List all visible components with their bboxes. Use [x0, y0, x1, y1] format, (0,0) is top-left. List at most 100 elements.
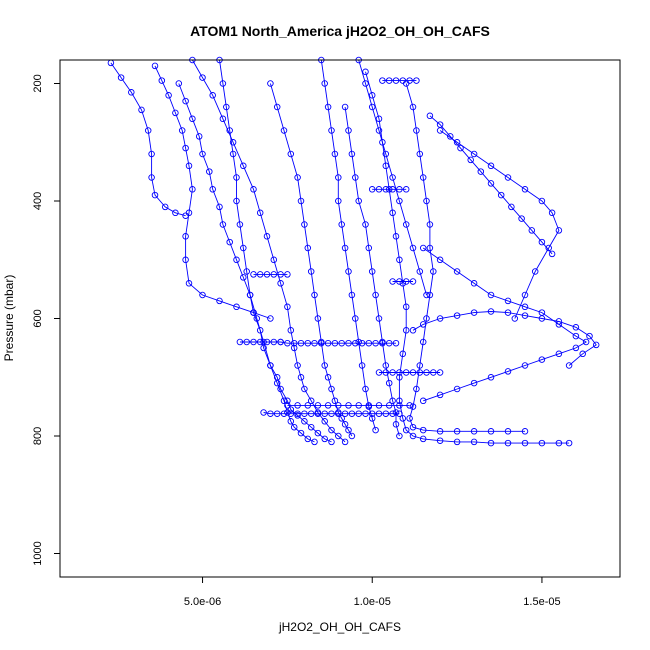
data-point [396, 278, 403, 285]
data-point [324, 339, 332, 347]
data-point [392, 409, 400, 416]
data-point [375, 410, 383, 417]
data-point [250, 271, 257, 278]
data-point [240, 274, 247, 281]
data-point [362, 221, 369, 228]
data-series [284, 402, 413, 409]
data-point [219, 80, 227, 87]
data-point [284, 303, 291, 311]
data-point [419, 397, 427, 405]
data-point [453, 428, 461, 435]
data-point [423, 369, 430, 376]
data-point [413, 127, 420, 134]
x-tick-label: 1.0e-05 [354, 596, 391, 608]
data-point [318, 339, 325, 347]
data-point [294, 410, 301, 417]
data-point [368, 92, 376, 99]
data-point [348, 432, 356, 440]
data-point [297, 197, 305, 205]
data-point [368, 268, 376, 275]
data-point [297, 339, 305, 347]
data-point [362, 80, 369, 87]
data-point [280, 397, 288, 405]
data-point [267, 80, 274, 87]
data-point [209, 92, 216, 99]
data-point [582, 338, 590, 346]
data-point [470, 150, 478, 158]
data-point [521, 291, 529, 299]
data-point [206, 168, 213, 175]
data-point [321, 410, 328, 417]
data-point [287, 418, 295, 425]
data-series [379, 77, 420, 84]
data-point [280, 410, 288, 417]
data-point [548, 250, 556, 258]
data-point [453, 312, 461, 319]
data-point [199, 150, 206, 158]
data-point [216, 203, 223, 211]
data-series [318, 56, 379, 434]
data-point [453, 385, 461, 393]
data-series [189, 56, 349, 446]
data-point [331, 339, 339, 347]
data-point [321, 435, 328, 443]
data-point [294, 362, 301, 369]
x-tick-label: 5.0e-06 [184, 596, 221, 608]
data-point [511, 315, 519, 322]
data-point [409, 369, 417, 376]
data-point [402, 369, 410, 376]
data-series [355, 56, 430, 299]
data-point [178, 127, 186, 134]
data-point [538, 315, 546, 322]
data-point [586, 332, 593, 340]
data-point [423, 197, 430, 205]
series-line [358, 59, 427, 296]
data-point [324, 402, 332, 409]
data-point [555, 439, 563, 447]
data-point [385, 402, 393, 409]
data-point [151, 191, 159, 199]
data-point [175, 80, 183, 87]
data-point [396, 402, 403, 409]
data-point [335, 432, 342, 440]
data-point [389, 410, 396, 417]
chart-title: ATOM1 North_America jH2O2_OH_OH_CAFS [190, 23, 490, 39]
data-point [409, 278, 417, 285]
y-axis: 200 400 600 800 1000 [32, 74, 61, 566]
data-point [426, 244, 434, 252]
data-point [185, 280, 193, 287]
data-point [328, 426, 335, 434]
data-point [338, 221, 345, 228]
data-point [273, 103, 281, 111]
data-point [555, 227, 563, 234]
data-point [372, 291, 379, 299]
data-point [233, 197, 240, 205]
data-point [199, 291, 206, 299]
data-point [128, 89, 135, 96]
data-point [385, 77, 393, 84]
y-tick-label: 200 [32, 74, 44, 92]
series-line [344, 106, 400, 437]
data-point [521, 186, 529, 193]
series-line [422, 247, 587, 402]
data-point [375, 186, 383, 193]
data-point [504, 174, 512, 181]
data-point [396, 432, 403, 440]
data-point [165, 92, 172, 99]
data-point [396, 256, 403, 264]
data-point [284, 409, 291, 416]
data-point [453, 139, 461, 146]
data-point [267, 362, 274, 369]
data-point [219, 115, 227, 123]
x-axis-label: jH2O2_OH_OH_CAFS [278, 620, 401, 634]
data-point [311, 291, 318, 299]
data-point [250, 186, 257, 193]
data-point [311, 339, 318, 347]
data-point [335, 410, 342, 417]
data-series [409, 308, 600, 369]
data-point [518, 215, 525, 222]
data-point [426, 291, 434, 299]
data-point [402, 303, 410, 311]
data-point [436, 121, 444, 128]
data-point [416, 362, 424, 369]
